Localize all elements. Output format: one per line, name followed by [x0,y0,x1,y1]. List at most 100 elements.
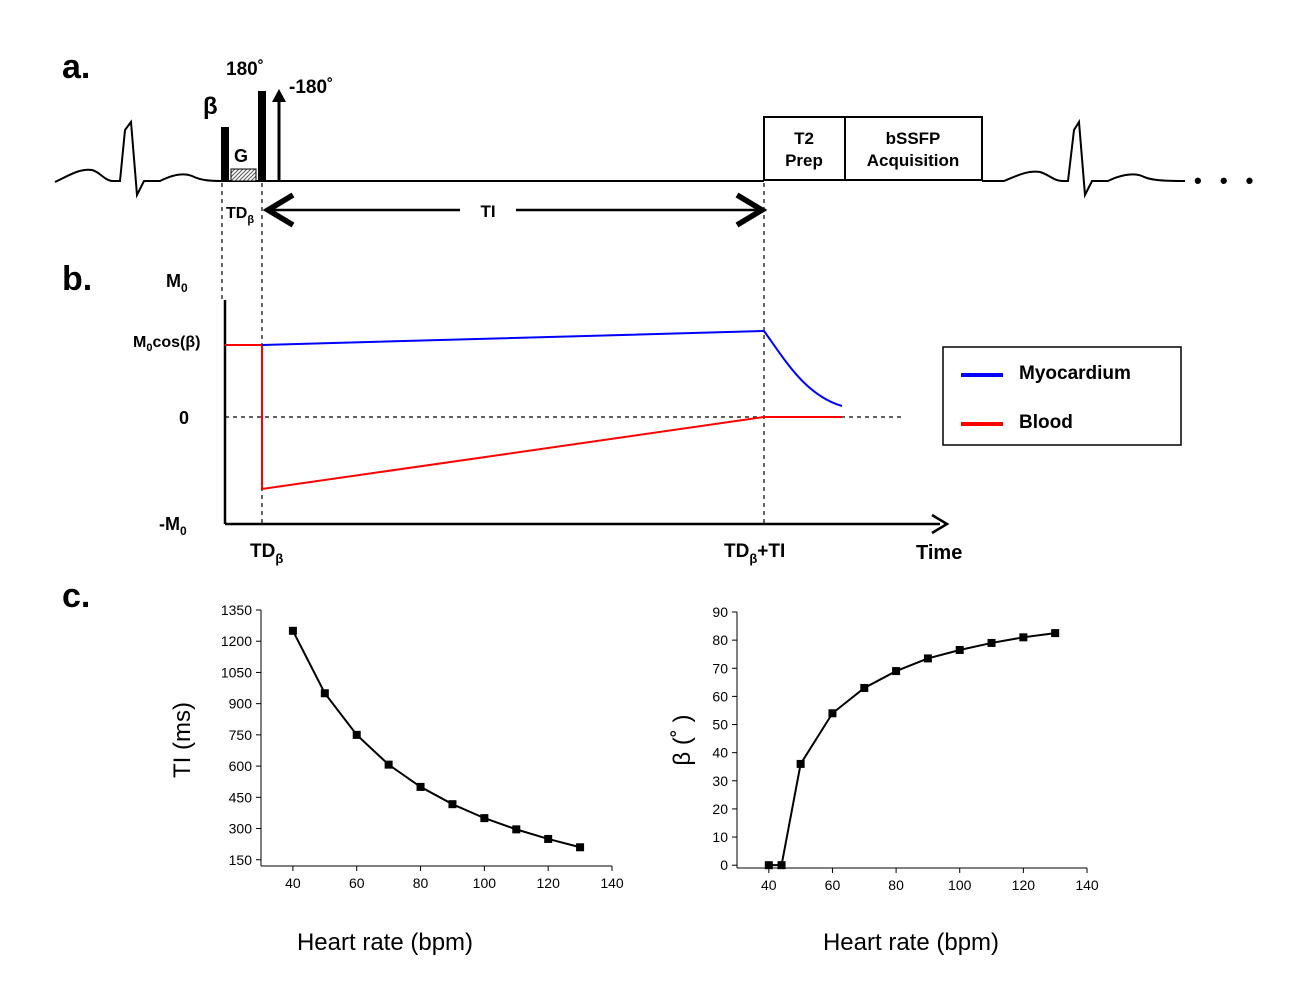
x-tick-label: 120 [537,875,561,891]
bssfp-line1: bSSFP [886,129,941,148]
panel-b-label: b. [62,260,92,298]
data-point [923,654,932,663]
beta-pulse [221,127,229,181]
data-point [544,834,553,843]
data-point [1019,633,1028,642]
data-point [512,825,521,834]
pulse-180-label: 180˚ [226,59,264,80]
legend-label-blood: Blood [1019,412,1073,433]
data-point [416,782,425,791]
blood-curve [225,344,842,491]
panel-c: c. Heart rate (bpm) TI (ms) 40 60 80 100 120… [62,577,1099,956]
x-tick-label: 60 [349,875,365,891]
data-point [860,683,869,692]
y-tick-label: 0 [720,857,728,873]
x-tick-label: 140 [1075,877,1099,893]
bssfp-box [844,116,983,181]
y-tick-label: 90 [712,604,728,620]
y-tick-label: 1200 [221,633,252,649]
data-point [480,814,489,823]
ellipsis: • • • [1194,168,1259,193]
x-tick-label: 100 [473,875,497,891]
ti-label: TI [480,202,495,221]
y-tick-label: 30 [712,773,728,789]
x-tick-label: 40 [761,877,777,893]
y-tick-label: 450 [229,789,253,805]
y-tick-label: 300 [229,821,253,837]
chart2-ylabel: β (˚ ) [669,714,696,765]
y-tick-label: 60 [712,688,728,704]
x-tick-label: 80 [888,877,904,893]
y-tick-label: 20 [712,801,728,817]
gradient-spoiler [230,168,257,182]
x-tick-label: 100 [948,877,972,893]
pulse-neg180-arrowhead [272,89,286,102]
data-point [828,709,837,718]
y-tick-label: 600 [229,758,253,774]
data-point [1051,629,1060,638]
x-tick-label: 40 [285,875,301,891]
y-label-zero: 0 [179,408,189,428]
chart1-xlabel: Heart rate (bpm) [297,929,473,956]
data-point [796,759,805,768]
panel-a-label: a. [62,48,90,86]
data-point [448,800,457,809]
x-label-time: Time [916,542,962,564]
x-label-td-ti: TDβ+TI [724,541,785,566]
y-tick-label: 80 [712,632,728,648]
data-point [288,626,297,635]
data-point [777,861,786,870]
t2-prep-box [763,116,846,181]
chart2-xlabel: Heart rate (bpm) [823,929,999,956]
x-axis-arrowhead [931,513,950,535]
chart1-ylabel: TI (ms) [169,702,196,778]
y-label-neg-m0: -M0 [159,514,187,538]
data-point [320,689,329,698]
gradient-label: G [234,146,248,166]
y-tick-label: 750 [229,727,253,743]
data-point [955,645,964,654]
y-tick-label: 1050 [221,664,252,680]
y-tick-label: 1350 [221,602,252,618]
y-label-m0cos: M0cos(β) [133,334,200,354]
x-tick-label: 80 [413,875,429,891]
ecg-trace-left [54,119,223,199]
dashed-guides [221,183,905,524]
chart1-series-line [292,630,581,849]
y-tick-label: 40 [712,745,728,761]
y-tick-label: 50 [712,717,728,733]
td-beta-label: TDβ [226,205,254,226]
myocardium-curve [261,329,843,407]
pulse-180 [258,91,266,181]
legend-label-myocardium: Myocardium [1019,363,1131,384]
ecg-trace-right [982,118,1186,199]
ti-vs-heart-rate-chart: Heart rate (bpm) TI (ms) 40 60 80 100 120 140… [169,602,624,956]
chart2-series-line [768,632,1056,867]
panel-b: b. M0 M0cos(β) 0 -M0 TDβ TDβ+TI Time Myo… [62,260,1182,566]
x-tick-label: 120 [1012,877,1036,893]
y-tick-label: 70 [712,660,728,676]
beta-label: β [203,93,218,120]
x-tick-label: 140 [600,875,624,891]
legend-box [942,346,1182,446]
data-point [764,861,773,870]
y-tick-label: 900 [229,696,253,712]
panel-c-label: c. [62,577,90,615]
data-point [892,667,901,676]
x-tick-label: 60 [825,877,841,893]
y-tick-label: 150 [229,852,253,868]
y-tick-label: 10 [712,829,728,845]
beta-vs-heart-rate-chart: Heart rate (bpm) β (˚ ) 40 60 80 100 120 140 0… [669,604,1099,956]
y-label-m0: M0 [166,271,188,295]
t2-prep-line1: T2 [794,129,814,148]
data-point [352,730,361,739]
data-point [384,760,393,769]
t2-prep-line2: Prep [785,151,823,170]
x-label-td-beta: TDβ [250,541,283,566]
panel-a: a. β G 180˚ -180˚ T2 Prep bSSFP Acquisit… [54,48,1259,226]
data-point [576,843,585,852]
pulse-neg180-label: -180˚ [289,77,333,98]
data-point [987,638,996,647]
bssfp-line2: Acquisition [867,151,960,170]
